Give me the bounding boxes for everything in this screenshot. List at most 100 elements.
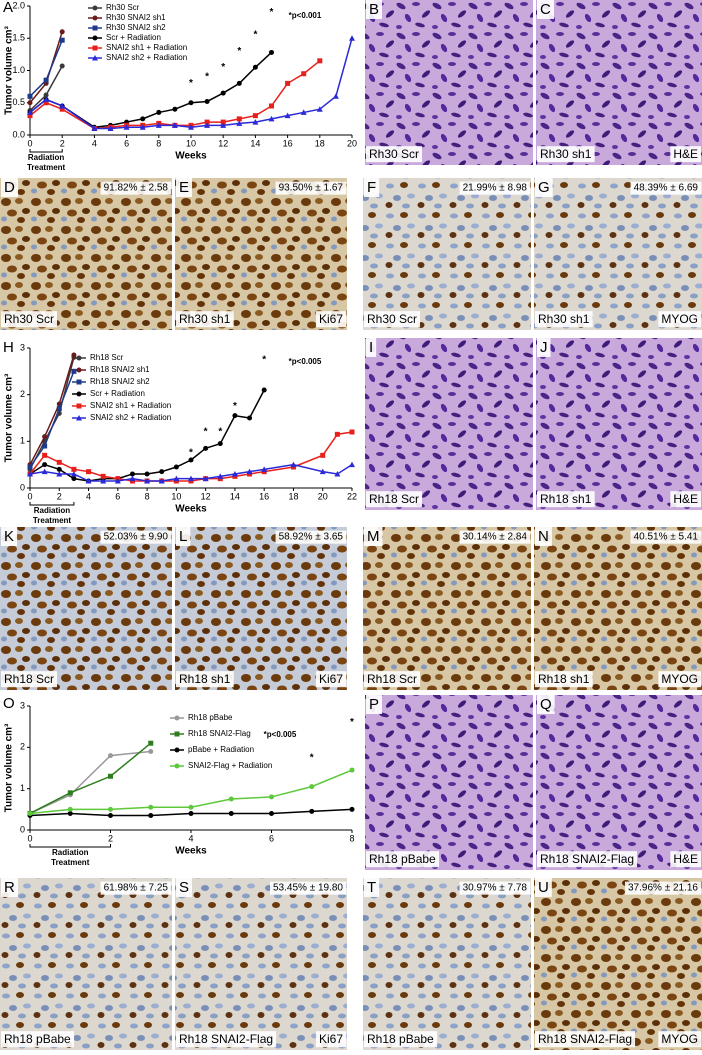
legend-marker	[92, 5, 98, 11]
panel-letter-bg	[537, 337, 551, 357]
tissue-texture	[363, 178, 531, 330]
panel-letter: K	[4, 528, 14, 545]
image-panel: P Rh18 pBabe	[365, 694, 533, 870]
legend-marker	[76, 403, 82, 409]
marker	[220, 122, 227, 128]
positive-fraction: 37.96% ± 21.16	[628, 883, 698, 894]
panel-caption-bg	[364, 671, 421, 688]
y-tick-label: 2	[20, 389, 25, 399]
panel-caption: Rh18 pBabe	[369, 852, 436, 866]
stain-label-bg	[658, 671, 701, 688]
legend-marker	[76, 379, 82, 385]
panel-caption-bg	[366, 491, 423, 508]
y-tick-label: 2	[20, 742, 25, 752]
y-tick-label: 1.0	[12, 65, 25, 75]
marker	[144, 471, 150, 477]
significance-mark: *	[262, 354, 266, 365]
image-panel: I Rh18 Scr	[365, 337, 533, 510]
marker	[43, 77, 49, 83]
marker	[56, 471, 63, 477]
panel-letter-bg	[537, 0, 554, 19]
marker	[217, 441, 223, 447]
marker	[27, 93, 33, 99]
marker	[108, 773, 113, 779]
marker	[43, 100, 49, 106]
panel-caption: Rh18 sh1	[538, 672, 590, 686]
legend-label: SNAI2 sh1 + Radiation	[106, 43, 187, 52]
panel-letter: L	[179, 528, 187, 545]
image-panel: F Rh30 Scr 21.99% ± 8.98	[363, 177, 531, 330]
panel-caption-bg	[537, 851, 638, 868]
x-tick-label: 2	[60, 138, 65, 148]
x-tick-label: 4	[86, 491, 91, 501]
x-tick-label: 18	[315, 138, 325, 148]
panel-letter: T	[367, 879, 376, 896]
panel-letter-bg	[176, 177, 193, 197]
marker	[203, 445, 209, 451]
image-panel: M Rh18 Scr 30.14% ± 2.84	[363, 526, 531, 690]
legend-marker	[174, 731, 180, 737]
marker	[148, 804, 154, 810]
panel-letter-bg	[1, 526, 18, 546]
stain-label-bg	[658, 1031, 701, 1048]
panel-letter-bg	[1, 177, 18, 197]
legend-label: Scr + Radiation	[106, 33, 161, 42]
significance-mark: *	[270, 7, 274, 18]
image-panel: U Rh18 SNAI2-Flag MYOG 37.96% ± 21.16	[534, 877, 702, 1050]
positive-fraction-bg	[100, 881, 172, 895]
panel-letter-bg	[364, 526, 383, 546]
panel-letter-bg	[535, 877, 552, 897]
marker	[100, 473, 106, 479]
panel-caption: Rh18 sh1	[179, 672, 231, 686]
marker	[202, 475, 209, 482]
significance-mark: *	[189, 78, 193, 89]
marker	[56, 466, 62, 472]
marker	[59, 37, 65, 43]
marker	[220, 119, 226, 125]
tissue-texture	[363, 527, 531, 690]
y-axis-title: Tumor volume cm³	[4, 25, 15, 114]
marker	[27, 810, 33, 816]
positive-fraction-bg	[459, 881, 531, 895]
marker	[139, 124, 146, 130]
panel-caption-bg	[176, 311, 234, 328]
marker	[236, 116, 242, 122]
panel-letter: E	[179, 179, 189, 196]
marker	[252, 119, 259, 125]
treatment-bracket	[29, 149, 63, 153]
x-tick-label: 18	[288, 491, 298, 501]
x-tick-label: 0	[27, 833, 32, 843]
positive-fraction-bg	[275, 181, 347, 195]
x-tick-label: 8	[156, 138, 161, 148]
stain-label-bg	[315, 671, 347, 688]
marker	[261, 466, 268, 472]
stain-label-bg	[670, 851, 701, 868]
panel-caption: Rh30 sh1	[179, 312, 231, 326]
positive-fraction-bg	[270, 881, 347, 895]
marker	[188, 100, 194, 106]
marker	[41, 468, 48, 475]
panel-letter-bg	[535, 177, 553, 197]
series-line	[29, 742, 152, 815]
marker	[204, 98, 210, 104]
stain-label: MYOG	[661, 1032, 698, 1046]
marker	[108, 753, 113, 759]
panel-letter: N	[538, 528, 549, 545]
significance-note: *p<0.001	[289, 11, 322, 20]
significance-mark: *	[248, 415, 252, 426]
panel-caption-bg	[1, 1031, 75, 1048]
marker	[220, 90, 226, 96]
treatment-label: Radiation Treatment	[32, 506, 72, 525]
series-line	[29, 371, 75, 468]
marker	[71, 476, 77, 482]
series-line	[29, 38, 353, 130]
x-tick-label: 14	[230, 491, 240, 501]
panel-letter: J	[540, 339, 548, 356]
significance-mark: *	[233, 401, 237, 412]
marker	[332, 93, 339, 99]
marker	[129, 475, 136, 482]
image-panel: C Rh30 sh1 H&E	[536, 0, 702, 165]
legend-label: Rh18 SNAI2 sh2	[90, 377, 150, 386]
tissue-texture	[175, 878, 347, 1050]
panel-letter: G	[538, 179, 550, 196]
